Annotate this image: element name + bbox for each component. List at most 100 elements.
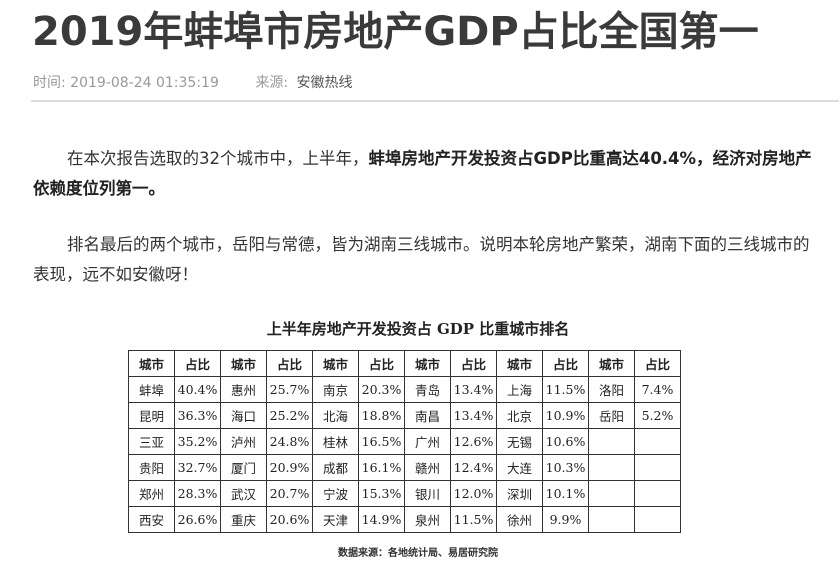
city-cell: 海口 (220, 402, 267, 429)
city-cell: 郑州 (128, 480, 175, 507)
ratio-cell: 11.5% (542, 376, 589, 403)
ratio-cell: 20.9% (266, 454, 313, 481)
city-cell: 城市 (220, 350, 267, 377)
city-cell: 上海 (496, 376, 543, 403)
city-cell: 成都 (312, 454, 359, 481)
city-cell: 桂林 (312, 428, 359, 455)
ratio-cell: 25.2% (266, 402, 313, 429)
city-cell: 泸州 (220, 428, 267, 455)
ratio-cell: 18.8% (358, 402, 405, 429)
ratio-cell: 36.3% (174, 402, 221, 429)
city-cell: 徐州 (496, 506, 543, 533)
ratio-cell: 7.4% (634, 376, 681, 403)
ratio-cell: 35.2% (174, 428, 221, 455)
city-cell: 无锡 (496, 428, 543, 455)
article-title: 2019年蚌埠市房地产GDP占比全国第一 (32, 9, 759, 55)
ratio-cell: 32.7% (174, 454, 221, 481)
ratio-cell: 20.6% (266, 506, 313, 533)
city-cell: 城市 (404, 350, 451, 377)
city-cell: 洛阳 (588, 376, 635, 403)
ratio-cell: 25.7% (266, 376, 313, 403)
city-cell (588, 454, 635, 481)
table-row: 西安 26.6% 重庆 20.6% 天津 14.9% 泉州 11.5% 徐州 9.9% (128, 506, 681, 533)
ratio-cell (634, 506, 681, 533)
ratio-cell: 20.3% (358, 376, 405, 403)
ratio-cell: 占比 (266, 350, 313, 377)
title-divider (31, 100, 839, 102)
ratio-cell: 26.6% (174, 506, 221, 533)
city-cell: 城市 (588, 350, 635, 377)
city-cell: 银川 (404, 480, 451, 507)
table-row: 郑州 28.3% 武汉 20.7% 宁波 15.3% 银川 12.0% 深圳 10.1% (128, 480, 681, 507)
ratio-cell: 10.1% (542, 480, 589, 507)
time-label: 时间: (33, 75, 66, 91)
city-cell: 北海 (312, 402, 359, 429)
ratio-cell: 28.3% (174, 480, 221, 507)
city-cell: 岳阳 (588, 402, 635, 429)
city-cell (588, 506, 635, 533)
city-cell: 惠州 (220, 376, 267, 403)
ratio-cell (634, 428, 681, 455)
city-cell: 蚌埠 (128, 376, 175, 403)
ratio-cell: 40.4% (174, 376, 221, 403)
ratio-cell: 13.4% (450, 402, 497, 429)
ratio-cell: 占比 (542, 350, 589, 377)
city-cell: 天津 (312, 506, 359, 533)
ratio-cell: 9.9% (542, 506, 589, 533)
ratio-cell: 12.4% (450, 454, 497, 481)
table-header-row: 城市 占比 城市 占比 城市 占比 城市 占比 城市 占比 城市 占比 (128, 350, 681, 377)
city-cell (588, 480, 635, 507)
paragraph-1-highlight: 蚌埠房地产开发投资占GDP比重高达40.4%，经济对房地产依赖度位列第一。 (33, 149, 812, 198)
source-label: 来源: (255, 75, 289, 91)
ratio-cell: 10.6% (542, 428, 589, 455)
city-cell (588, 428, 635, 455)
paragraph-1-text: 在本次报告选取的32个城市中，上半年， (67, 149, 369, 168)
city-cell: 武汉 (220, 480, 267, 507)
city-cell: 城市 (312, 350, 359, 377)
ratio-cell: 12.6% (450, 428, 497, 455)
ratio-cell: 11.5% (450, 506, 497, 533)
city-cell: 青岛 (404, 376, 451, 403)
ratio-cell: 13.4% (450, 376, 497, 403)
ratio-cell: 10.9% (542, 402, 589, 429)
ratio-cell: 15.3% (358, 480, 405, 507)
table-row: 蚌埠 40.4% 惠州 25.7% 南京 20.3% 青岛 13.4% 上海 11.5% 洛阳 7.4… (128, 376, 681, 403)
paragraph-1: 在本次报告选取的32个城市中，上半年，蚌埠房地产开发投资占GDP比重高达40.4… (33, 144, 823, 204)
ratio-cell: 14.9% (358, 506, 405, 533)
table-row: 昆明 36.3% 海口 25.2% 北海 18.8% 南昌 13.4% 北京 10.9% 岳阳 5.2… (128, 402, 681, 429)
city-cell: 贵阳 (128, 454, 175, 481)
ratio-cell: 20.7% (266, 480, 313, 507)
ratio-cell (634, 480, 681, 507)
paragraph-2-text: 排名最后的两个城市，岳阳与常德，皆为湖南三线城市。说明本轮房地产繁荣，湖南下面的… (33, 235, 810, 284)
ratio-cell: 16.5% (358, 428, 405, 455)
city-cell: 南京 (312, 376, 359, 403)
article-meta: 时间: 2019-08-24 01:35:19 来源: 安徽热线 (33, 72, 353, 92)
city-cell: 宁波 (312, 480, 359, 507)
ratio-cell: 24.8% (266, 428, 313, 455)
city-cell: 深圳 (496, 480, 543, 507)
ratio-cell: 占比 (634, 350, 681, 377)
city-cell: 广州 (404, 428, 451, 455)
city-cell: 重庆 (220, 506, 267, 533)
city-cell: 城市 (128, 350, 175, 377)
city-cell: 昆明 (128, 402, 175, 429)
source-link[interactable]: 安徽热线 (296, 75, 353, 91)
ratio-cell: 12.0% (450, 480, 497, 507)
figure-title: 上半年房地产开发投资占 GDP 比重城市排名 (266, 320, 570, 338)
city-cell: 赣州 (404, 454, 451, 481)
city-cell: 三亚 (128, 428, 175, 455)
ratio-cell: 占比 (174, 350, 221, 377)
city-cell: 西安 (128, 506, 175, 533)
ratio-cell (634, 454, 681, 481)
table-row: 三亚 35.2% 泸州 24.8% 桂林 16.5% 广州 12.6% 无锡 10.6% (128, 428, 681, 455)
city-cell: 厦门 (220, 454, 267, 481)
ratio-cell: 16.1% (358, 454, 405, 481)
time-value: 2019-08-24 01:35:19 (70, 75, 219, 91)
city-cell: 泉州 (404, 506, 451, 533)
paragraph-2: 排名最后的两个城市，岳阳与常德，皆为湖南三线城市。说明本轮房地产繁荣，湖南下面的… (33, 230, 823, 290)
figure-source: 数据来源：各地统计局、易居研究院 (338, 548, 498, 559)
ranking-table: 城市 占比 城市 占比 城市 占比 城市 占比 城市 占比 城市 占比 蚌埠 40.4% 惠州 25.7% 南京… (128, 350, 681, 533)
city-cell: 大连 (496, 454, 543, 481)
table-row: 贵阳 32.7% 厦门 20.9% 成都 16.1% 赣州 12.4% 大连 10.3% (128, 454, 681, 481)
ratio-cell: 10.3% (542, 454, 589, 481)
